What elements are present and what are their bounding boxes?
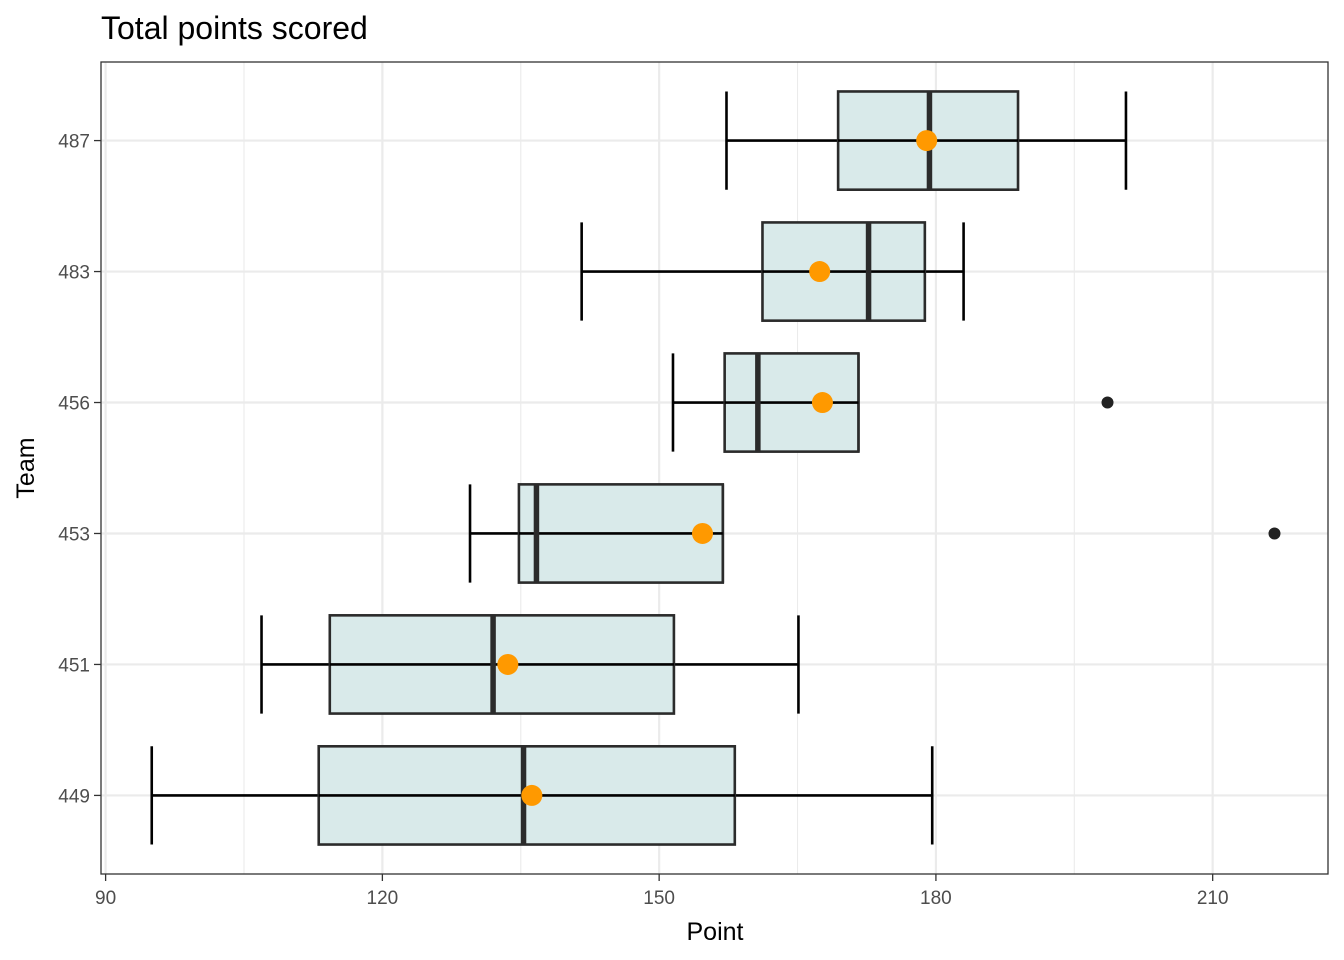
y-axis: 449 451 453 456 483 487	[58, 132, 101, 807]
plot-panel-border	[100, 61, 1329, 875]
y-tick-label: 483	[58, 263, 90, 284]
x-tick-label: 120	[367, 888, 399, 909]
chart-title: Total points scored	[101, 10, 368, 46]
boxes	[150, 90, 1281, 846]
mean-point	[497, 653, 519, 675]
x-tick-label: 150	[643, 888, 675, 909]
x-axis-title: Point	[687, 918, 744, 946]
y-tick-label: 453	[58, 524, 90, 545]
mean-point	[811, 392, 833, 414]
x-axis: 90 120 150 180 210	[95, 874, 1229, 909]
x-tick-label: 210	[1197, 888, 1229, 909]
mean-point	[521, 784, 543, 806]
y-tick-label: 456	[58, 394, 90, 415]
x-tick-label: 90	[95, 888, 116, 909]
x-tick-label: 180	[920, 888, 952, 909]
y-axis-title: Team	[12, 437, 40, 498]
mean-point	[916, 130, 938, 152]
y-tick-label: 449	[58, 786, 90, 807]
y-tick-label: 451	[58, 655, 90, 676]
mean-point	[809, 261, 831, 283]
outlier-point	[1101, 396, 1114, 409]
mean-point	[692, 522, 714, 544]
y-tick-label: 487	[58, 132, 90, 153]
outlier-point	[1268, 527, 1281, 540]
